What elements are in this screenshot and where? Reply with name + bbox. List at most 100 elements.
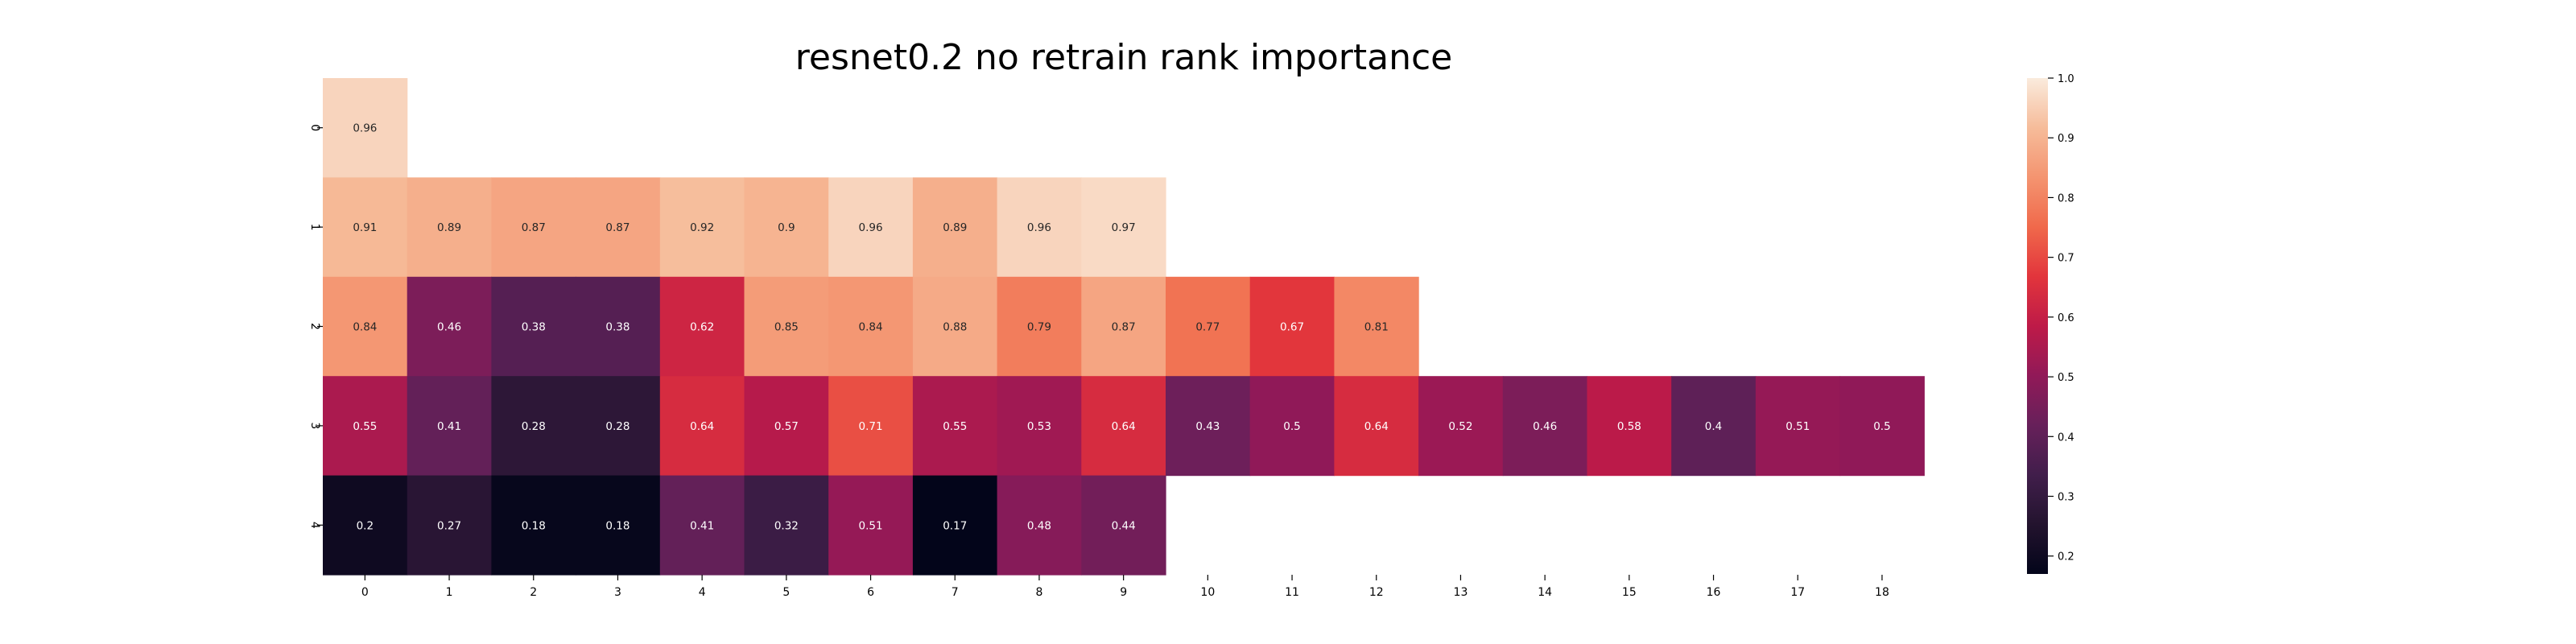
x-tick-label: 10 [1200,586,1215,599]
heatmap-cell [407,177,492,278]
cell-value-label: 0.4 [1705,420,1722,433]
cell-value-label: 0.46 [437,321,461,334]
cell-value-label: 0.58 [1617,420,1641,433]
x-tick-label: 6 [867,586,874,599]
cell-value-label: 0.85 [774,321,799,334]
heatmap-cell [1839,376,1925,477]
cell-value-label: 0.96 [353,122,377,135]
colorbar-tick-label: 0.4 [2058,431,2074,444]
x-tick-label: 0 [361,586,369,599]
colorbar-ticks: 0.2 0.3 0.4 0.5 0.6 0.7 0.8 0.9 1.0 [2048,73,2074,564]
heatmap-cell [1081,376,1166,477]
cell-value-label: 0.32 [774,519,799,532]
colorbar-tick-label: 0.2 [2058,551,2074,564]
heatmap-cell [1671,376,1757,477]
heatmap-cell [744,276,829,377]
cell-value-label: 0.97 [1112,221,1136,234]
cell-value-label: 0.79 [1027,321,1051,334]
cell-value-label: 0.71 [859,420,883,433]
heatmap-cells: 0.96 0.91 0.89 0.87 0.87 0.92 0.9 0.96 0.89 0.96 0… [323,78,1925,576]
cell-value-label: 0.38 [522,321,546,334]
colorbar-tick-label: 0.7 [2058,253,2074,265]
heatmap-cell [744,376,829,477]
cell-value-label: 0.88 [943,321,967,334]
x-tick-label: 18 [1875,586,1889,599]
cell-value-label: 0.28 [522,420,546,433]
heatmap-cell [576,376,661,477]
heatmap-cell [744,177,829,278]
colorbar-tick-label: 0.8 [2058,192,2074,204]
y-tick-label: 2 [308,323,321,330]
heatmap-cell [491,276,576,377]
heatmap-cell [491,376,576,477]
heatmap-cell [828,376,914,477]
heatmap-cell [1081,276,1166,377]
cell-value-label: 0.5 [1873,420,1890,433]
cell-value-label: 0.41 [690,519,714,532]
heatmap-cell [576,177,661,278]
x-tick-label: 2 [530,586,537,599]
cell-value-label: 0.84 [859,321,883,334]
heatmap-cell [1755,376,1841,477]
heatmap-cell [1334,276,1419,377]
cell-value-label: 0.48 [1027,519,1051,532]
colorbar-gradient [2027,78,2048,574]
x-tick-label: 9 [1120,586,1127,599]
heatmap-cell [1418,376,1504,477]
colorbar-tick-label: 0.5 [2058,372,2074,384]
x-tick-label: 8 [1035,586,1042,599]
x-tick-label: 17 [1790,586,1805,599]
heatmap-cell [912,475,998,576]
cell-value-label: 0.27 [437,519,461,532]
cell-value-label: 0.18 [522,519,546,532]
heatmap-cell [407,276,492,377]
colorbar-tick-label: 1.0 [2058,73,2074,85]
colorbar-tick-label: 0.3 [2058,492,2074,504]
cell-value-label: 0.91 [353,221,377,234]
cell-value-label: 0.89 [943,221,967,234]
x-tick-label: 4 [699,586,706,599]
heatmap-cell [828,475,914,576]
x-tick-label: 16 [1707,586,1721,599]
heatmap-cell [1166,376,1251,477]
cell-value-label: 0.64 [1112,420,1136,433]
heatmap-cell [491,177,576,278]
heatmap-cell [659,276,745,377]
x-tick-label: 12 [1369,586,1384,599]
heatmap-cell [659,376,745,477]
cell-value-label: 0.77 [1195,321,1220,334]
heatmap-cell [997,376,1082,477]
cell-value-label: 0.84 [353,321,377,334]
colorbar: 0.2 0.3 0.4 0.5 0.6 0.7 0.8 0.9 1.0 [2027,73,2074,574]
heatmap-cell [912,177,998,278]
x-tick-label: 5 [782,586,790,599]
chart-title: resnet0.2 no retrain rank importance [795,37,1452,78]
cell-value-label: 0.53 [1027,420,1051,433]
x-tick-label: 13 [1454,586,1468,599]
cell-value-label: 0.64 [690,420,714,433]
cell-value-label: 0.46 [1533,420,1557,433]
heatmap-cell [1166,276,1251,377]
cell-value-label: 0.44 [1112,519,1136,532]
cell-value-label: 0.51 [859,519,883,532]
x-tick-label: 11 [1285,586,1299,599]
x-tick-label: 15 [1622,586,1637,599]
cell-value-label: 0.62 [690,321,714,334]
cell-value-label: 0.51 [1785,420,1810,433]
cell-value-label: 0.96 [1027,221,1051,234]
heatmap-cell [828,177,914,278]
heatmap-cell [997,276,1082,377]
x-tick-label: 7 [952,586,959,599]
cell-value-label: 0.18 [605,519,630,532]
colorbar-tick-label: 0.6 [2058,312,2074,324]
cell-value-label: 0.5 [1283,420,1300,433]
heatmap-cell [1587,376,1672,477]
heatmap-cell [659,475,745,576]
cell-value-label: 0.67 [1280,321,1304,334]
heatmap-cell [997,475,1082,576]
heatmap-cell [912,276,998,377]
heatmap-cell [407,376,492,477]
cell-value-label: 0.38 [605,321,630,334]
cell-value-label: 0.52 [1448,420,1472,433]
cell-value-label: 0.43 [1195,420,1220,433]
